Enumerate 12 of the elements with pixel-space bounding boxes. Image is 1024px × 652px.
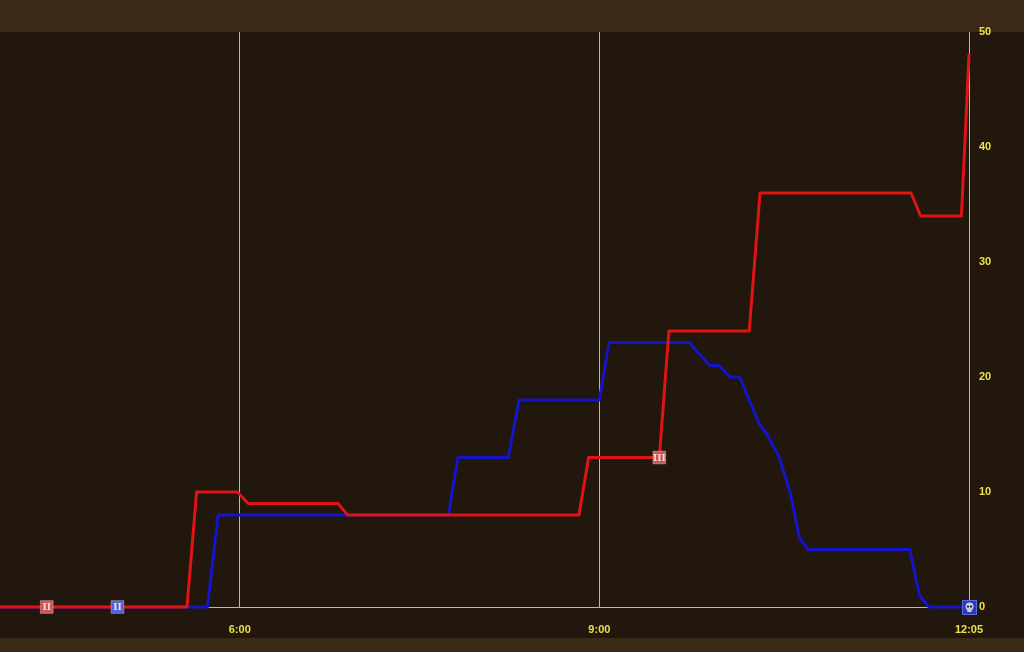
x-tick-label: 6:00 bbox=[228, 622, 251, 635]
y-tick-label: 20 bbox=[979, 370, 992, 383]
y-tick-label: 50 bbox=[979, 25, 992, 38]
annotation: III bbox=[652, 450, 666, 463]
y-tick-label: 40 bbox=[979, 140, 992, 153]
y-tick-label: 10 bbox=[979, 485, 992, 498]
y-tick-label: 30 bbox=[979, 255, 992, 268]
x-tick-label: 12:05 bbox=[954, 622, 984, 635]
x-tick-label: 9:00 bbox=[588, 622, 611, 635]
annotation: II bbox=[113, 600, 122, 613]
annotation: II bbox=[42, 600, 52, 613]
y-tick-label: 0 bbox=[979, 600, 986, 613]
